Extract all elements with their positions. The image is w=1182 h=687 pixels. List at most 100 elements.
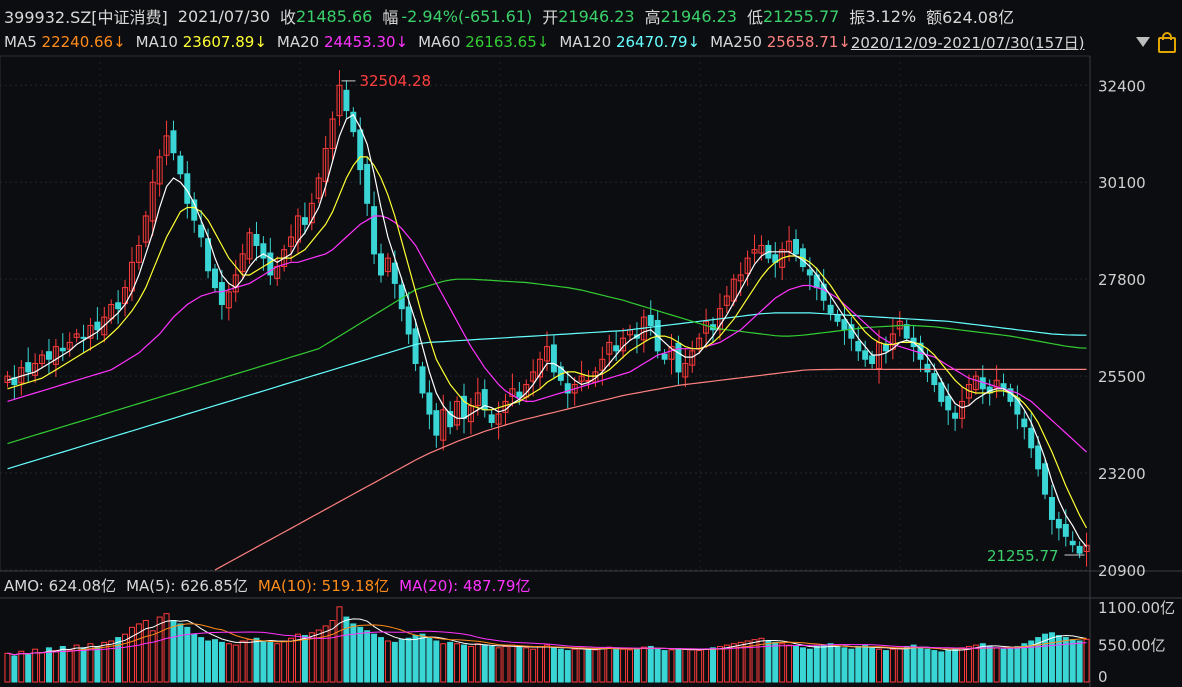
y-tick-label: 32400 bbox=[1098, 77, 1146, 95]
lock-icon[interactable] bbox=[1158, 32, 1176, 53]
amplitude-label: 振 bbox=[849, 8, 866, 27]
volume-bar bbox=[115, 637, 122, 683]
candle-body bbox=[142, 215, 149, 243]
candle-body bbox=[1028, 427, 1035, 449]
ma5-line bbox=[7, 113, 1087, 548]
volume-bar bbox=[232, 644, 239, 683]
candle-body bbox=[419, 366, 426, 394]
volume-bar bbox=[191, 633, 198, 683]
volume-bar bbox=[454, 643, 461, 683]
volume-bar bbox=[703, 648, 710, 683]
candle-body bbox=[371, 206, 378, 255]
volume-bar bbox=[177, 623, 184, 683]
ma250-value: 25658.71↓ bbox=[766, 33, 851, 51]
volume-bar bbox=[377, 637, 384, 683]
volume-bar bbox=[419, 633, 426, 683]
candle-body bbox=[454, 400, 461, 426]
candle-body bbox=[253, 233, 260, 246]
candle-body bbox=[869, 355, 876, 364]
volume-legend-bar: AMO: 624.08亿 MA(5): 626.85亿 MA(10): 519.… bbox=[0, 571, 1182, 599]
candle-body bbox=[260, 243, 267, 259]
y-tick-label: 27800 bbox=[1098, 271, 1146, 289]
y-tick-label: 23200 bbox=[1098, 465, 1146, 483]
volume-bar bbox=[813, 645, 820, 683]
ma60-line bbox=[7, 278, 1087, 445]
amount-label: 额 bbox=[926, 8, 943, 27]
amplitude-value: 3.12% bbox=[865, 6, 917, 26]
candle-body bbox=[301, 217, 308, 225]
volume-bar bbox=[322, 625, 329, 683]
volume-bar bbox=[882, 650, 889, 683]
candle-body bbox=[32, 362, 39, 376]
volume-bar bbox=[73, 644, 80, 683]
candle-body bbox=[820, 283, 827, 301]
candle-body bbox=[744, 257, 751, 274]
volume-bar bbox=[716, 645, 723, 683]
candle-body bbox=[945, 395, 952, 411]
ma60-label: MA60 bbox=[418, 33, 461, 51]
volume-bar bbox=[1042, 633, 1049, 683]
volume-bar bbox=[841, 647, 848, 683]
candle-body bbox=[931, 373, 938, 386]
volume-bar bbox=[1055, 635, 1062, 683]
volume-bar bbox=[308, 632, 315, 683]
volume-bar bbox=[371, 633, 378, 683]
candle-body bbox=[218, 282, 225, 305]
volume-bar bbox=[730, 643, 737, 683]
y-tick-label: 25500 bbox=[1098, 368, 1146, 386]
ma250-label: MA250 bbox=[710, 33, 762, 51]
volume-bar bbox=[253, 637, 260, 683]
volume-bar bbox=[52, 650, 59, 683]
candle-body bbox=[737, 274, 744, 282]
volume-bar bbox=[765, 640, 772, 683]
volume-bar bbox=[426, 637, 433, 683]
volume-bar bbox=[1069, 639, 1076, 683]
volume-bar bbox=[1062, 637, 1069, 683]
volume-bar bbox=[142, 620, 149, 683]
volume-bar bbox=[876, 648, 883, 683]
candle-body bbox=[703, 320, 710, 334]
triangle-down-icon[interactable] bbox=[1136, 37, 1150, 47]
candle-body bbox=[163, 135, 170, 156]
volume-bar bbox=[149, 630, 156, 683]
quote-bar: 399932.SZ[中证消费] 2021/07/30 收 21485.66 幅 … bbox=[0, 2, 1182, 30]
volume-bar bbox=[108, 640, 115, 683]
candle-body bbox=[412, 328, 419, 364]
volume-bar bbox=[578, 647, 585, 683]
volume-bar bbox=[627, 649, 633, 683]
candle-body bbox=[516, 391, 523, 398]
candle-body bbox=[730, 278, 737, 302]
volume-bar bbox=[447, 641, 454, 683]
volume-bar bbox=[1000, 648, 1007, 683]
candle-body bbox=[855, 341, 862, 352]
candle-body bbox=[1055, 518, 1062, 529]
candle-body bbox=[315, 177, 322, 199]
candle-body bbox=[377, 253, 384, 276]
volume-bar bbox=[205, 640, 212, 683]
candle-body bbox=[232, 274, 239, 293]
volume-bar bbox=[128, 626, 135, 683]
volume-bar bbox=[682, 648, 689, 683]
candle-body bbox=[1042, 463, 1049, 495]
candle-body bbox=[1035, 445, 1042, 470]
candle-body bbox=[806, 269, 813, 276]
candle-body bbox=[357, 129, 364, 171]
ma20-label: MA20 bbox=[276, 33, 320, 51]
candle-body bbox=[1083, 544, 1090, 552]
volume-bar bbox=[585, 648, 592, 683]
volume-bar bbox=[661, 650, 668, 683]
date-range[interactable]: 2020/12/09-2021/07/30(157日) bbox=[850, 33, 1085, 52]
candle-body bbox=[488, 414, 495, 423]
candle-body bbox=[550, 344, 557, 373]
volume-bar bbox=[18, 650, 25, 683]
volume-bar bbox=[675, 648, 682, 683]
volume-bar bbox=[281, 640, 288, 683]
volume-bar bbox=[246, 639, 253, 683]
volume-bar bbox=[336, 606, 343, 683]
candle-body bbox=[211, 268, 218, 289]
candle-body bbox=[474, 392, 481, 407]
volume-bar bbox=[723, 644, 730, 683]
volume-bar bbox=[654, 648, 661, 683]
candle-body bbox=[793, 239, 800, 255]
